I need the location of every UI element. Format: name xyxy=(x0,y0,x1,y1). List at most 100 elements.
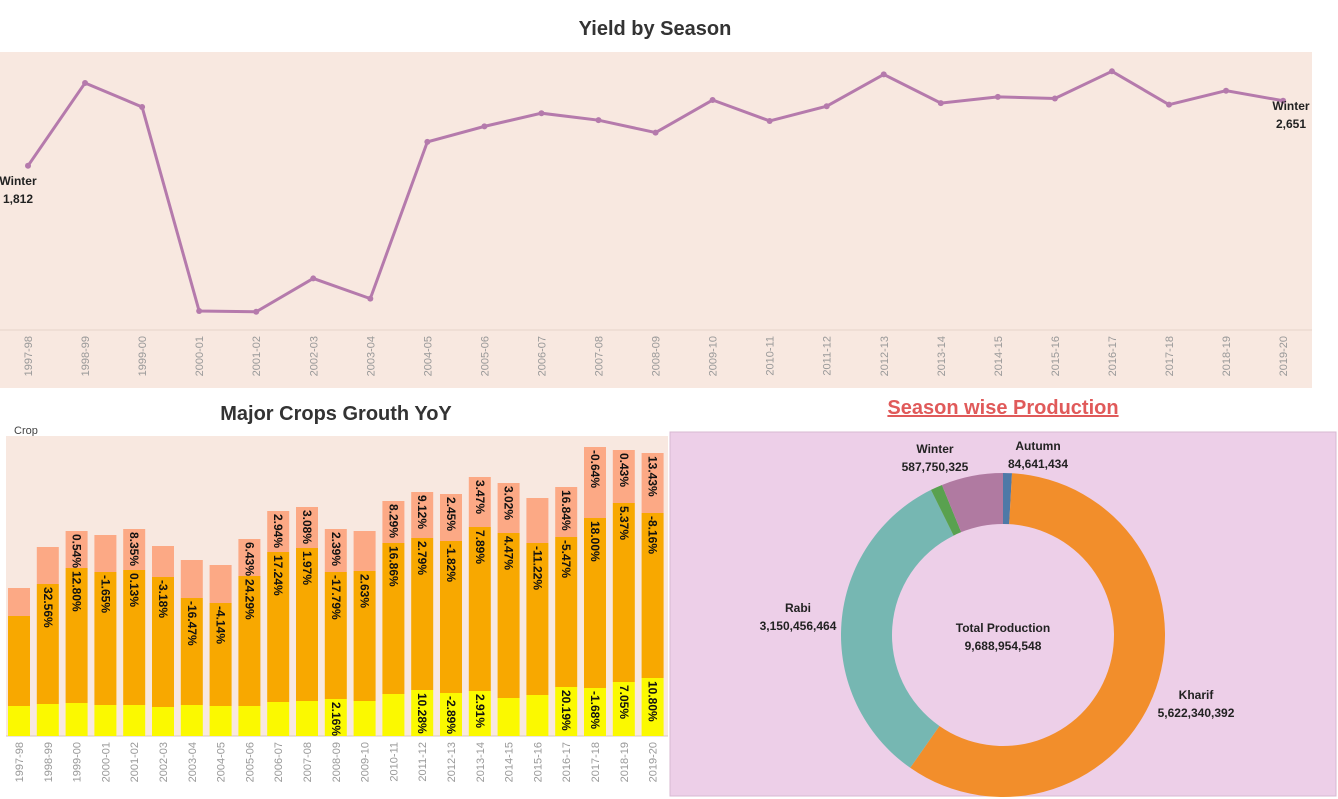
crop-growth-label: -1.65% xyxy=(98,575,112,613)
crop-bar-bottom-segment xyxy=(8,706,30,736)
yield-point xyxy=(766,117,773,124)
crop-bar-bottom-segment xyxy=(123,705,146,736)
yield-start-value-label: 1,812 xyxy=(3,192,33,206)
crop-growth-label: 3.08% xyxy=(300,510,314,544)
yield-x-tick: 2018-19 xyxy=(1221,336,1233,376)
yield-chart-title: Yield by Season xyxy=(578,18,732,40)
crops-x-tick: 2009-10 xyxy=(360,742,372,782)
crops-bar-chart: 1997-98 32.56% 1998-99 12.80% 0.54% 1999-00 -1… xyxy=(6,436,668,782)
crop-bar-top-segment xyxy=(555,487,578,537)
yield-point xyxy=(994,93,1001,100)
crops-x-tick: 1999-00 xyxy=(72,742,84,782)
yield-point xyxy=(1108,68,1115,75)
crop-growth-label: 24.29% xyxy=(242,579,256,620)
crops-x-tick: 2008-09 xyxy=(331,742,343,782)
yield-x-tick: 2014-15 xyxy=(993,336,1005,376)
crop-bar-top-segment xyxy=(612,450,635,503)
yield-x-tick: 2017-18 xyxy=(1164,336,1176,376)
crop-growth-label: 3.02% xyxy=(502,486,516,520)
crop-growth-label: 18.00% xyxy=(588,521,602,562)
yield-point xyxy=(1223,87,1230,94)
yield-x-tick: 2000-01 xyxy=(194,336,206,376)
crop-growth-label: 7.05% xyxy=(617,685,631,719)
crop-bar-top-segment xyxy=(180,560,203,598)
yield-plot-background xyxy=(0,52,1312,330)
crop-growth-label: 0.54% xyxy=(70,534,84,568)
season-slice-value: 587,750,325 xyxy=(902,460,969,474)
crop-bar-middle-segment xyxy=(8,616,30,706)
crops-x-tick: 2004-05 xyxy=(216,742,228,782)
yield-point xyxy=(196,308,203,315)
yield-x-tick: 1997-98 xyxy=(23,336,35,376)
season-slice-value: 84,641,434 xyxy=(1008,457,1068,471)
crop-bar-bottom-segment xyxy=(94,705,117,736)
crop-growth-label: -0.64% xyxy=(588,450,602,488)
yield-point xyxy=(367,295,374,302)
season-donut-chart: Autumn 84,641,434 Kharif 5,622,340,392 Rabi 3… xyxy=(669,431,1337,797)
yield-end-value-label: 2,651 xyxy=(1276,117,1306,131)
crop-bar-middle-segment xyxy=(94,572,117,705)
yield-x-tick: 2005-06 xyxy=(479,336,491,376)
yield-x-tick: 2019-20 xyxy=(1278,336,1290,376)
crop-bar-middle-segment xyxy=(555,537,578,687)
crop-bar-bottom-segment xyxy=(555,687,578,736)
yield-x-tick: 2011-12 xyxy=(822,336,834,376)
yield-point xyxy=(139,103,146,110)
crop-bar-middle-segment xyxy=(238,576,261,706)
crop-bar-top-segment xyxy=(526,498,549,543)
crop-bar-middle-segment xyxy=(612,503,635,682)
crop-growth-label: 12.80% xyxy=(70,571,84,612)
crop-growth-label: 2.45% xyxy=(444,497,458,531)
crops-x-tick: 2011-12 xyxy=(417,742,429,782)
yield-point xyxy=(1051,95,1058,102)
crop-bar-middle-segment xyxy=(123,570,146,705)
crop-bar-top-segment xyxy=(267,511,290,552)
crop-growth-label: 2.39% xyxy=(329,532,343,566)
season-slice-rabi xyxy=(841,489,954,768)
crop-growth-label: 16.84% xyxy=(559,490,573,531)
crop-growth-label: -8.16% xyxy=(646,516,660,554)
yield-end-series-label: Winter xyxy=(1272,99,1310,113)
crop-bar-bottom-segment xyxy=(180,705,203,736)
yield-point xyxy=(937,100,944,107)
crops-x-tick: 2017-18 xyxy=(590,742,602,782)
yield-point xyxy=(1280,97,1287,104)
crop-growth-label: 32.56% xyxy=(41,587,55,628)
crop-bar-bottom-segment xyxy=(65,703,88,736)
yield-point xyxy=(1166,101,1172,108)
crops-x-tick: 2003-04 xyxy=(187,742,199,782)
crop-bar-bottom-segment xyxy=(641,678,664,736)
crops-x-tick: 2001-02 xyxy=(129,742,141,782)
crop-bar-top-segment xyxy=(353,531,376,571)
season-slice-winter xyxy=(941,473,1003,533)
crop-bar-bottom-segment xyxy=(468,691,491,736)
crop-bar-bottom-segment xyxy=(497,698,520,736)
crops-x-tick: 2016-17 xyxy=(561,742,573,782)
season-slice-value: 5,622,340,392 xyxy=(1158,706,1235,720)
season-chart-title[interactable]: Season wise Production xyxy=(887,397,1119,419)
yield-point xyxy=(880,71,887,78)
crop-bar-middle-segment xyxy=(641,513,664,678)
crop-bar-top-segment xyxy=(123,529,146,570)
crop-bar-top-segment xyxy=(238,539,261,576)
yield-axis-background xyxy=(0,330,1312,388)
crop-bar-middle-segment xyxy=(468,527,491,691)
yield-x-tick: 2003-04 xyxy=(365,336,377,376)
crops-x-tick: 2018-19 xyxy=(619,742,631,782)
crops-x-tick: 2019-20 xyxy=(648,742,660,782)
yield-x-tick: 2002-03 xyxy=(308,336,320,376)
crops-x-tick: 2007-08 xyxy=(302,742,314,782)
crop-bar-bottom-segment xyxy=(238,706,261,736)
crop-growth-label: 3.47% xyxy=(473,480,487,514)
crop-bar-middle-segment xyxy=(267,552,290,702)
crop-growth-label: 4.47% xyxy=(502,536,516,570)
crop-growth-label: 16.86% xyxy=(386,546,400,587)
crop-growth-label: -2.89% xyxy=(444,696,458,734)
crops-x-tick: 2000-01 xyxy=(100,742,112,782)
yield-point xyxy=(709,97,716,104)
crop-bar-middle-segment xyxy=(411,538,434,690)
crop-growth-label: -1.82% xyxy=(444,544,458,582)
crops-x-tick: 1998-99 xyxy=(43,742,55,782)
crop-bar-bottom-segment xyxy=(296,701,318,736)
